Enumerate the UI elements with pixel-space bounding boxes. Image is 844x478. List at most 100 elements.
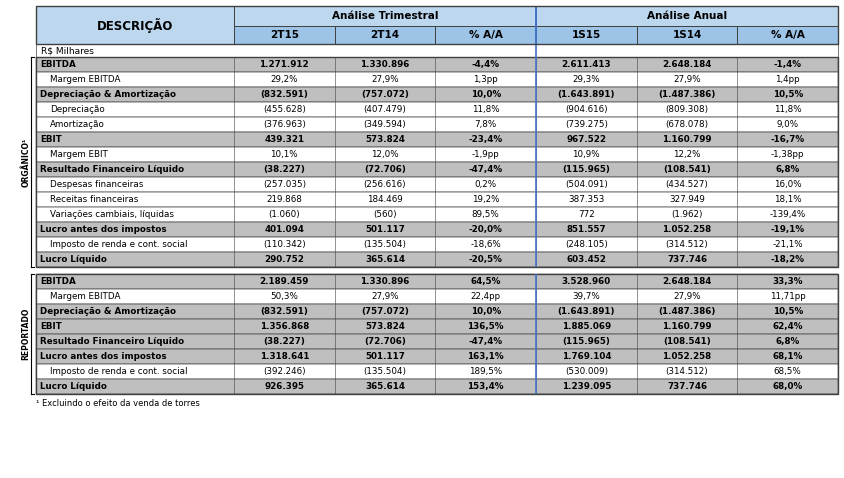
Text: 737.746: 737.746 bbox=[667, 255, 707, 264]
Text: (314.512): (314.512) bbox=[666, 367, 708, 376]
Bar bbox=[36, 252, 838, 267]
Bar bbox=[36, 379, 838, 394]
Text: (72.706): (72.706) bbox=[364, 165, 406, 174]
Text: 136,5%: 136,5% bbox=[468, 322, 504, 331]
Text: 501.117: 501.117 bbox=[365, 225, 405, 234]
Text: (560): (560) bbox=[373, 210, 397, 219]
Text: 16,0%: 16,0% bbox=[774, 180, 802, 189]
Text: 573.824: 573.824 bbox=[365, 135, 405, 144]
Text: 50,3%: 50,3% bbox=[270, 292, 298, 301]
Text: (392.246): (392.246) bbox=[263, 367, 306, 376]
Text: 1.271.912: 1.271.912 bbox=[259, 60, 309, 69]
Text: -16,7%: -16,7% bbox=[771, 135, 804, 144]
Bar bbox=[536, 6, 838, 26]
Bar bbox=[36, 177, 838, 192]
Text: (115.965): (115.965) bbox=[562, 165, 610, 174]
Text: 2.648.184: 2.648.184 bbox=[663, 60, 711, 69]
Text: 290.752: 290.752 bbox=[264, 255, 305, 264]
Text: 29,2%: 29,2% bbox=[271, 75, 298, 84]
Text: (108.541): (108.541) bbox=[663, 165, 711, 174]
Text: Análise Anual: Análise Anual bbox=[647, 11, 727, 21]
Text: 1.318.641: 1.318.641 bbox=[260, 352, 309, 361]
Text: 219.868: 219.868 bbox=[267, 195, 302, 204]
Text: Lucro antes dos impostos: Lucro antes dos impostos bbox=[40, 225, 166, 234]
Text: 7,8%: 7,8% bbox=[474, 120, 497, 129]
Text: (135.504): (135.504) bbox=[364, 367, 407, 376]
Text: (1.643.891): (1.643.891) bbox=[558, 90, 615, 99]
Text: 27,9%: 27,9% bbox=[674, 75, 701, 84]
Text: Resultado Financeiro Líquido: Resultado Financeiro Líquido bbox=[40, 337, 184, 346]
Text: (434.527): (434.527) bbox=[666, 180, 708, 189]
Text: 64,5%: 64,5% bbox=[470, 277, 500, 286]
Text: -1,9pp: -1,9pp bbox=[472, 150, 500, 159]
Text: 2.189.459: 2.189.459 bbox=[260, 277, 309, 286]
Text: (1.962): (1.962) bbox=[671, 210, 703, 219]
Text: -19,1%: -19,1% bbox=[771, 225, 804, 234]
Text: Lucro Líquido: Lucro Líquido bbox=[40, 255, 107, 264]
Bar bbox=[36, 349, 838, 364]
Text: 365.614: 365.614 bbox=[365, 382, 405, 391]
Bar bbox=[536, 26, 636, 44]
Text: 33,3%: 33,3% bbox=[772, 277, 803, 286]
Text: 9,0%: 9,0% bbox=[776, 120, 798, 129]
Text: 12,0%: 12,0% bbox=[371, 150, 399, 159]
Text: 10,9%: 10,9% bbox=[572, 150, 600, 159]
Text: 27,9%: 27,9% bbox=[371, 75, 399, 84]
Text: 11,8%: 11,8% bbox=[774, 105, 802, 114]
Text: 1,3pp: 1,3pp bbox=[473, 75, 498, 84]
Text: -4,4%: -4,4% bbox=[472, 60, 500, 69]
Text: 2.611.413: 2.611.413 bbox=[561, 60, 611, 69]
Text: 1.052.258: 1.052.258 bbox=[663, 352, 711, 361]
Text: 3.528.960: 3.528.960 bbox=[562, 277, 611, 286]
Text: 18,1%: 18,1% bbox=[774, 195, 802, 204]
Bar bbox=[436, 26, 536, 44]
Text: 501.117: 501.117 bbox=[365, 352, 405, 361]
Bar bbox=[36, 207, 838, 222]
Bar bbox=[234, 6, 536, 26]
Text: 1.330.896: 1.330.896 bbox=[360, 60, 409, 69]
Text: 39,7%: 39,7% bbox=[572, 292, 600, 301]
Text: 1.160.799: 1.160.799 bbox=[663, 135, 711, 144]
Text: -23,4%: -23,4% bbox=[468, 135, 503, 144]
Text: (108.541): (108.541) bbox=[663, 337, 711, 346]
Text: (314.512): (314.512) bbox=[666, 240, 708, 249]
Bar bbox=[738, 26, 838, 44]
Text: (1.487.386): (1.487.386) bbox=[658, 307, 716, 316]
Bar bbox=[234, 26, 335, 44]
Bar bbox=[36, 6, 838, 44]
Bar bbox=[36, 192, 838, 207]
Text: 1.356.868: 1.356.868 bbox=[260, 322, 309, 331]
Text: Depreciação & Amortização: Depreciação & Amortização bbox=[40, 307, 176, 316]
Text: 573.824: 573.824 bbox=[365, 322, 405, 331]
Text: EBIT: EBIT bbox=[40, 322, 62, 331]
Text: 851.557: 851.557 bbox=[566, 225, 606, 234]
Text: (1.060): (1.060) bbox=[268, 210, 300, 219]
Text: (376.963): (376.963) bbox=[262, 120, 306, 129]
Text: (1.643.891): (1.643.891) bbox=[558, 307, 615, 316]
Text: Imposto de renda e cont. social: Imposto de renda e cont. social bbox=[50, 367, 187, 376]
Text: 2T14: 2T14 bbox=[371, 30, 399, 40]
Text: Receitas financeiras: Receitas financeiras bbox=[50, 195, 138, 204]
Bar bbox=[36, 304, 838, 319]
Text: (832.591): (832.591) bbox=[261, 90, 308, 99]
Bar bbox=[36, 147, 838, 162]
Bar bbox=[36, 87, 838, 102]
Text: 68,0%: 68,0% bbox=[772, 382, 803, 391]
Text: 387.353: 387.353 bbox=[568, 195, 604, 204]
Text: 11,8%: 11,8% bbox=[472, 105, 500, 114]
Text: Margem EBITDA: Margem EBITDA bbox=[50, 75, 121, 84]
Text: (407.479): (407.479) bbox=[364, 105, 407, 114]
Text: 772: 772 bbox=[578, 210, 595, 219]
Text: -21,1%: -21,1% bbox=[772, 240, 803, 249]
Text: 1.052.258: 1.052.258 bbox=[663, 225, 711, 234]
Text: % A/A: % A/A bbox=[468, 30, 503, 40]
Text: Lucro Líquido: Lucro Líquido bbox=[40, 382, 107, 391]
Text: 926.395: 926.395 bbox=[264, 382, 305, 391]
Text: Margem EBITDA: Margem EBITDA bbox=[50, 292, 121, 301]
Text: Variações cambiais, líquidas: Variações cambiais, líquidas bbox=[50, 210, 174, 219]
Text: 365.614: 365.614 bbox=[365, 255, 405, 264]
Text: (256.616): (256.616) bbox=[364, 180, 406, 189]
Text: 10,5%: 10,5% bbox=[772, 90, 803, 99]
Text: (349.594): (349.594) bbox=[364, 120, 406, 129]
Text: EBITDA: EBITDA bbox=[40, 277, 76, 286]
